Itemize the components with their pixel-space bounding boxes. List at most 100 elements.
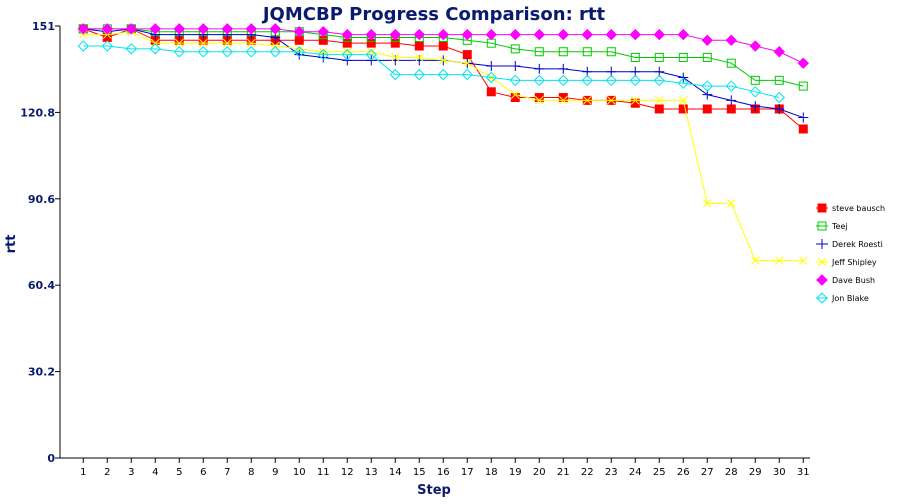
data-point: [726, 95, 737, 106]
data-point: [558, 93, 568, 103]
data-point: [485, 71, 497, 84]
data-point: [582, 47, 592, 57]
data-point: [677, 77, 689, 89]
data-point: [438, 55, 448, 65]
chart-title: JQMCBP Progress Comparison: rtt: [261, 4, 606, 25]
data-point: [678, 72, 689, 83]
data-point: [582, 96, 592, 105]
x-tick-label: 21: [557, 467, 570, 478]
x-tick-label: 27: [701, 467, 714, 478]
data-point: [750, 75, 760, 85]
data-point: [630, 96, 640, 105]
data-point: [413, 28, 425, 41]
x-tick-label: 12: [341, 467, 354, 478]
data-point: [533, 28, 545, 41]
data-point: [654, 104, 664, 114]
y-tick-label: 60.4: [28, 279, 55, 292]
data-point: [102, 30, 112, 39]
data-point: [149, 43, 161, 55]
data-point: [342, 38, 352, 48]
data-point: [726, 104, 736, 114]
data-point: [534, 47, 544, 57]
data-point: [701, 34, 713, 47]
data-point: [269, 46, 281, 58]
x-tick-label: 13: [365, 467, 378, 478]
data-point: [797, 57, 809, 69]
data-point: [581, 74, 593, 87]
data-point: [222, 38, 232, 48]
data-point: [605, 74, 617, 87]
data-point: [726, 199, 736, 208]
x-tick-label: 16: [437, 467, 450, 478]
data-point: [773, 91, 785, 104]
x-tick-label: 11: [317, 467, 330, 478]
legend-marker: [816, 292, 828, 304]
data-point: [461, 68, 473, 81]
data-point: [413, 68, 425, 81]
data-point: [293, 26, 305, 38]
data-point: [462, 50, 472, 60]
data-point: [270, 41, 280, 51]
y-tick-label: 90.6: [28, 193, 55, 206]
data-point: [246, 38, 256, 48]
legend-marker: [817, 257, 827, 267]
data-point: [750, 256, 760, 265]
data-point: [317, 26, 329, 38]
data-point: [654, 52, 664, 62]
data-point: [101, 23, 113, 35]
x-tick-label: 30: [773, 467, 786, 478]
data-point: [197, 46, 209, 58]
x-tick-label: 10: [293, 467, 306, 478]
data-point: [581, 28, 593, 41]
x-tick-label: 22: [581, 467, 594, 478]
x-tick-label: 29: [749, 467, 762, 478]
x-tick-label: 28: [725, 467, 738, 478]
data-point: [558, 63, 569, 74]
data-point: [702, 52, 712, 62]
data-point: [725, 80, 737, 92]
data-point: [389, 68, 401, 81]
data-point: [389, 28, 401, 41]
data-point: [557, 74, 569, 87]
data-point: [486, 61, 497, 72]
data-point: [677, 28, 689, 41]
data-point: [701, 80, 713, 92]
legend-label: Derek Roesti: [832, 240, 883, 249]
x-tick-label: 23: [605, 467, 618, 478]
y-tick-label: 120.8: [20, 106, 55, 119]
data-point: [654, 96, 664, 105]
data-point: [510, 61, 521, 72]
y-tick-label: 30.2: [28, 366, 55, 379]
x-tick-label: 14: [389, 467, 402, 478]
data-point: [678, 96, 688, 105]
data-point: [149, 23, 161, 35]
data-point: [606, 47, 616, 57]
data-point: [437, 68, 449, 81]
data-point: [366, 38, 376, 48]
x-tick-label: 18: [485, 467, 498, 478]
legend-marker: [817, 221, 827, 231]
data-point: [101, 40, 113, 52]
data-point: [774, 75, 784, 85]
data-point: [653, 28, 665, 41]
data-point: [774, 103, 785, 114]
data-point: [606, 96, 616, 105]
x-tick-label: 4: [152, 467, 158, 478]
data-point: [390, 53, 400, 62]
data-point: [125, 43, 137, 55]
series-line-jeff-shipley: [83, 31, 804, 262]
data-point: [437, 28, 449, 41]
data-point: [798, 124, 808, 134]
data-point: [294, 35, 304, 45]
data-point: [77, 40, 89, 52]
data-point: [318, 35, 328, 45]
data-point: [174, 38, 184, 48]
data-point: [534, 96, 544, 105]
series-layer: [77, 23, 809, 265]
data-point: [197, 23, 209, 35]
data-point: [749, 40, 761, 52]
data-point: [485, 28, 497, 41]
data-point: [798, 112, 809, 123]
x-tick-label: 8: [248, 467, 254, 478]
